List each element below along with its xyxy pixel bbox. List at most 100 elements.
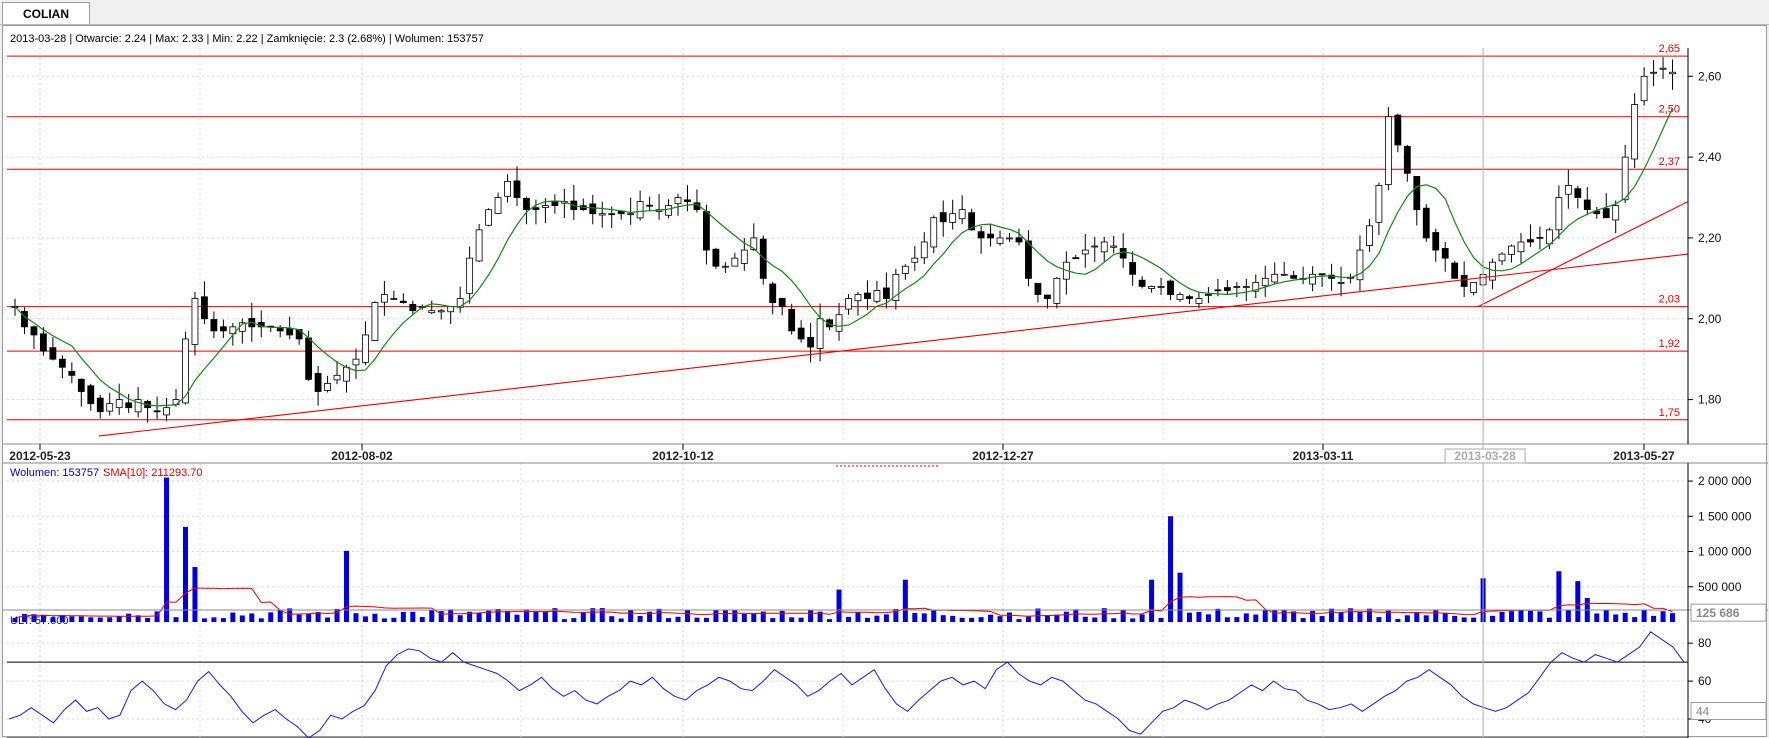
candle-body — [475, 229, 483, 262]
volume-bar — [135, 615, 141, 622]
candle-body — [1148, 286, 1155, 289]
candle-body — [1195, 298, 1203, 304]
y-tick-label: 2,20 — [1698, 231, 1722, 245]
volume-bar — [1556, 571, 1562, 622]
volume-bar — [1433, 609, 1439, 622]
candle-body — [40, 333, 47, 352]
candle-body — [333, 374, 341, 381]
candle-body — [721, 265, 729, 268]
candle-body — [87, 385, 95, 405]
chart-area[interactable]: 2,65 2,50 2,37 2,03 1,92 1,75 2012-05-23 2012-… — [2, 25, 1768, 738]
volume-bar — [1310, 610, 1316, 622]
candle-body — [1593, 210, 1601, 215]
level-label: 2,03 — [1659, 294, 1680, 306]
candle-body — [864, 292, 871, 299]
volume-bar — [846, 616, 851, 622]
candle-body — [1621, 156, 1629, 201]
volume-bar — [637, 616, 643, 622]
candle-body — [882, 287, 890, 299]
volume-bar — [1186, 612, 1192, 622]
candle-body — [96, 397, 104, 413]
candle-body — [324, 383, 331, 391]
y-tick-label: 1 500 000 — [1698, 509, 1752, 523]
candle-body — [598, 213, 606, 216]
volume-bar — [732, 610, 738, 622]
volume-bar — [505, 611, 511, 622]
candle-body — [1138, 279, 1146, 287]
volume-bar — [78, 616, 84, 622]
candle-body — [1669, 71, 1676, 75]
candle-body — [1034, 282, 1042, 295]
chart-svg[interactable]: 2,652,502,372,031,921,75 2012-05-23 2012-… — [3, 26, 1768, 738]
candle-body — [153, 410, 161, 413]
candle-body — [314, 373, 322, 392]
volume-bar — [419, 616, 425, 622]
ult-label: ULT: 57.600 — [10, 615, 69, 627]
candle-body — [1119, 248, 1127, 259]
volume-bar — [1272, 610, 1278, 622]
volume-bar — [1139, 614, 1145, 622]
volume-bar — [940, 615, 946, 622]
volume-bar — [467, 611, 473, 622]
candle-body — [219, 326, 227, 332]
volume-bar — [988, 614, 994, 622]
volume-bar — [239, 615, 245, 622]
y-tick-label: 1 000 000 — [1698, 545, 1752, 559]
candle-body — [134, 399, 142, 413]
candle-body — [1536, 236, 1544, 239]
candle-body — [362, 334, 369, 363]
ohlc-header: 2013-03-28 | Otwarcie: 2.24 | Max: 2.33 … — [10, 33, 484, 45]
y-tick-label: 2,60 — [1698, 69, 1722, 83]
volume-bar — [1366, 608, 1372, 622]
volume-bar — [902, 579, 908, 622]
crosshair-date-box — [1444, 448, 1526, 464]
volume-bar — [770, 618, 776, 622]
candle-body — [191, 298, 199, 345]
candle-body — [1441, 248, 1449, 259]
candle-body — [49, 347, 57, 360]
volume-bar — [107, 617, 113, 622]
candle-body — [845, 298, 852, 310]
level-label: 2,50 — [1659, 104, 1680, 116]
candle-body — [987, 233, 994, 239]
volume-bar — [647, 611, 653, 622]
trendline-short — [1477, 201, 1689, 308]
volume-bar — [808, 609, 814, 622]
volume-bar — [1111, 618, 1117, 622]
candle-body — [646, 204, 653, 207]
volume-bar — [182, 526, 188, 622]
volume-bar — [542, 611, 548, 622]
candle-body — [1451, 262, 1459, 279]
candle-body — [532, 207, 540, 211]
crosshair-date-label: 2013-03-28 — [1454, 449, 1516, 463]
candle-body — [1659, 67, 1667, 70]
volume-sma-label: SMA[10]: 211293.70 — [103, 467, 202, 479]
candle-body — [958, 209, 966, 220]
candle-body — [684, 199, 691, 202]
candle-body — [542, 205, 549, 208]
volume-bars — [12, 477, 1676, 622]
volume-bar — [1234, 617, 1240, 622]
volume-bar — [126, 613, 132, 622]
volume-bar — [1044, 615, 1050, 622]
volume-bar — [362, 616, 368, 622]
candle-body — [106, 403, 114, 412]
y-tick-label: 2,40 — [1698, 150, 1722, 164]
candle-body — [523, 198, 530, 211]
candle-body — [437, 310, 445, 313]
candle-body — [380, 294, 388, 303]
trendline-long — [98, 253, 1689, 437]
volume-bar — [1376, 617, 1382, 622]
level-label: 2,37 — [1659, 156, 1680, 168]
tab-colian[interactable]: COLIAN — [2, 2, 90, 24]
volume-bar — [201, 618, 207, 622]
volume-bar — [192, 567, 198, 622]
candle-body — [939, 212, 947, 223]
volume-bar — [1442, 612, 1448, 622]
candle-body — [1015, 237, 1023, 243]
volume-bar — [1082, 616, 1088, 622]
volume-bar — [1575, 581, 1581, 622]
candle-body — [788, 308, 796, 332]
candle-body — [1100, 241, 1108, 253]
volume-bar — [1414, 612, 1420, 622]
